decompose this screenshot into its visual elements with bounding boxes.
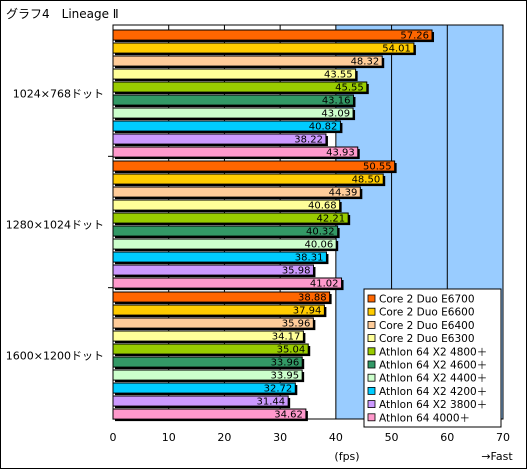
bar-value-label: 40.32 <box>306 227 335 238</box>
bar-value-label: 42.21 <box>317 214 346 225</box>
bar <box>112 251 327 263</box>
bar <box>112 225 339 237</box>
bar-value-label: 34.17 <box>272 332 301 343</box>
bar-value-label: 35.98 <box>282 266 311 277</box>
x-tick-label: 20 <box>217 431 231 444</box>
legend-box <box>363 288 502 428</box>
bar-value-label: 54.01 <box>382 44 411 55</box>
bar-value-label: 34.62 <box>274 410 303 421</box>
x-tick-label: 50 <box>385 431 399 444</box>
bar-value-label: 45.55 <box>335 83 364 94</box>
x-tick-label: 10 <box>162 431 176 444</box>
bar <box>112 330 304 342</box>
bar <box>112 160 396 172</box>
bar-value-label: 50.55 <box>363 162 392 173</box>
bar-value-label: 35.04 <box>277 345 306 356</box>
bar-value-label: 48.50 <box>352 175 381 186</box>
bar <box>112 120 341 132</box>
bar <box>112 369 303 381</box>
legend-swatch <box>367 373 376 382</box>
x-tick-label: 30 <box>273 431 287 444</box>
bar <box>112 107 354 119</box>
bar-value-label: 43.93 <box>326 148 355 159</box>
legend-entry: Athlon 64 X2 4200＋ <box>379 386 487 398</box>
bar-value-label: 33.96 <box>271 358 300 369</box>
bar <box>112 55 383 67</box>
bar-value-label: 38.22 <box>294 135 323 146</box>
legend-entry: Athlon 64 X2 4800＋ <box>379 346 487 358</box>
bar <box>112 199 341 211</box>
legend-swatch <box>367 400 376 409</box>
category-label: 1600×1200ドット <box>6 350 104 363</box>
legend-swatch <box>367 413 376 422</box>
bar <box>112 317 314 329</box>
bar-value-label: 43.16 <box>322 96 351 107</box>
legend-entry: Core 2 Duo E6400 <box>379 320 475 332</box>
legend-swatch <box>367 320 376 329</box>
bar <box>112 395 289 407</box>
bar-value-label: 57.26 <box>400 31 429 42</box>
bar <box>112 382 296 394</box>
legend-swatch <box>367 347 376 356</box>
bar-value-label: 32.72 <box>264 384 293 395</box>
x-unit-label: (fps) <box>334 450 359 463</box>
x-tick-label: 70 <box>496 431 510 444</box>
bar <box>112 264 314 276</box>
bar <box>112 133 327 145</box>
bar-value-label: 43.09 <box>321 109 350 120</box>
legend-entry: Athlon 64 4000＋ <box>379 412 470 424</box>
bar <box>112 238 337 250</box>
bar-value-label: 40.68 <box>308 201 337 212</box>
legend-entry: Core 2 Duo E6300 <box>379 333 475 345</box>
chart-title: グラフ4 Lineage Ⅱ <box>6 7 119 21</box>
x-direction-label: →Fast <box>481 450 513 463</box>
legend-swatch <box>367 334 376 343</box>
bar <box>112 94 354 106</box>
bar-value-label: 33.95 <box>271 371 300 382</box>
bar <box>112 81 368 93</box>
bar-value-label: 40.82 <box>309 122 338 133</box>
category-label: 1280×1024ドット <box>6 219 104 232</box>
category-label: 1024×768ドット <box>13 88 104 101</box>
bar-value-label: 41.02 <box>310 279 339 290</box>
bar-value-label: 44.39 <box>329 188 358 199</box>
x-tick-label: 40 <box>329 431 343 444</box>
bar-value-label: 31.44 <box>257 397 286 408</box>
bar <box>112 343 309 355</box>
legend-entry: Athlon 64 X2 3800＋ <box>379 399 487 411</box>
bar <box>112 277 343 289</box>
bar <box>112 186 361 198</box>
bar-value-label: 38.88 <box>298 293 327 304</box>
bar-value-label: 35.96 <box>282 319 311 330</box>
bar <box>112 291 331 303</box>
legend-entry: Athlon 64 X2 4600＋ <box>379 360 487 372</box>
x-tick-label: 60 <box>440 431 454 444</box>
bar <box>112 146 359 158</box>
legend-entry: Athlon 64 X2 4400＋ <box>379 373 487 385</box>
bar <box>112 304 325 316</box>
bar <box>112 68 357 80</box>
bar-value-label: 48.32 <box>351 57 380 68</box>
x-tick-label: 0 <box>110 431 117 444</box>
bar-value-label: 40.06 <box>305 240 334 251</box>
bar-value-label: 38.31 <box>295 253 324 264</box>
legend-swatch <box>367 386 376 395</box>
bar-value-label: 43.55 <box>324 70 353 81</box>
legend-entry: Core 2 Duo E6700 <box>379 294 475 306</box>
legend-entry: Core 2 Duo E6600 <box>379 307 475 319</box>
bar <box>112 356 303 368</box>
bar <box>112 29 433 41</box>
bar <box>112 42 415 54</box>
bar <box>112 173 384 185</box>
bar <box>112 212 349 224</box>
bar <box>112 408 307 420</box>
legend-swatch <box>367 360 376 369</box>
legend-swatch <box>367 307 376 316</box>
legend-swatch <box>367 294 376 303</box>
bar-value-label: 37.94 <box>293 306 322 317</box>
